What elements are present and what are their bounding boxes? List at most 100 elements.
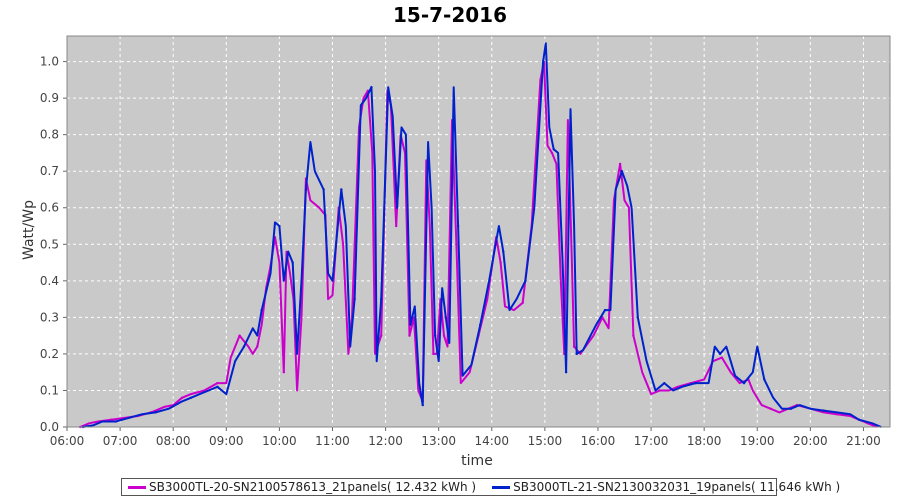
series-2-point	[603, 308, 607, 312]
series-1-point	[455, 243, 458, 246]
series-2-point	[114, 420, 117, 423]
series-2-point	[242, 345, 246, 348]
series-2-point	[421, 403, 424, 407]
series-2-point	[304, 188, 308, 191]
y-tick-label: 0.8	[40, 128, 59, 142]
x-axis-title: time	[461, 453, 493, 469]
chart-title: 15-7-2016	[393, 3, 507, 27]
x-tick-label: 07:00	[103, 434, 138, 448]
series-2-point	[564, 370, 568, 374]
legend-label-series-2: SB3000TL-21-SN2130032031_19panels( 11.64…	[513, 480, 841, 494]
x-tick-label: 14:00	[474, 434, 509, 448]
series-2-point	[291, 261, 294, 264]
series-line-2	[82, 42, 882, 428]
series-1-point	[618, 162, 622, 166]
series-1-point	[256, 345, 259, 348]
series-2-point	[322, 188, 325, 191]
series-2-point	[524, 279, 527, 283]
plot-border	[66, 35, 891, 428]
series-2-point	[409, 323, 412, 326]
series-1-point	[835, 413, 839, 416]
series-1-point	[499, 261, 502, 264]
y-tick-label: 0.5	[40, 237, 59, 251]
series-2-point	[620, 170, 624, 173]
series-2-point	[353, 297, 356, 301]
y-tick-label: 0.0	[40, 420, 59, 434]
series-2-point	[340, 188, 343, 191]
series-2-point	[456, 224, 460, 228]
x-tick-label: 16:00	[581, 434, 616, 448]
series-1-point	[432, 352, 435, 356]
y-tick-label: 1.0	[40, 55, 59, 69]
x-tick-label: 17:00	[634, 434, 669, 448]
series-2-point	[216, 385, 219, 389]
series-2-point	[278, 224, 281, 228]
y-tick-label: 0.6	[40, 201, 59, 215]
series-2-point	[718, 352, 722, 356]
legend-item-series-2: SB3000TL-21-SN2130032031_19panels( 11.64…	[492, 480, 840, 494]
y-tick-label: 0.7	[40, 164, 59, 178]
legend-item-series-1: SB3000TL-20-SN2100578613_21panels( 12.43…	[128, 480, 476, 494]
series-2-point	[763, 378, 766, 381]
x-tick-label: 06:00	[50, 434, 85, 448]
series-1-point	[180, 396, 184, 399]
x-tick-label: 18:00	[687, 434, 722, 448]
y-tick-label: 0.2	[40, 347, 59, 361]
legend-label-series-1: SB3000TL-20-SN2100578613_21panels( 12.43…	[149, 480, 477, 494]
x-tick-label: 09:00	[209, 434, 244, 448]
series-2-point	[857, 418, 861, 421]
y-tick-label: 0.9	[40, 91, 59, 105]
axes: 0.0 0.1 0.2 0.3 0.4 0.5 0.6 0.7 0.8 0.9 1.0 06:00 07…	[40, 35, 891, 448]
series-1-point	[282, 370, 286, 374]
series-1-point	[238, 334, 241, 337]
series-1-point	[632, 334, 635, 337]
series-2-point	[575, 352, 578, 356]
series-1-point	[658, 389, 662, 392]
series-1-point	[379, 334, 383, 337]
x-tick-label: 10:00	[262, 434, 297, 448]
x-tick-label: 19:00	[740, 434, 775, 448]
x-tick-label: 08:00	[156, 434, 191, 448]
series-1-point	[521, 301, 524, 304]
series-2-point	[189, 396, 193, 399]
series-2-point	[370, 85, 373, 89]
series-2-point	[822, 409, 825, 412]
series-2-point	[552, 148, 555, 151]
legend-swatch-series-2	[492, 485, 511, 489]
series-2-point	[444, 316, 447, 319]
series-1-point	[395, 224, 398, 228]
series-1-point	[720, 356, 724, 359]
y-tick-label: 0.3	[40, 310, 59, 324]
series-2-point	[479, 323, 482, 326]
series-2-point	[433, 334, 437, 337]
x-tick-label: 13:00	[421, 434, 456, 448]
series-1-point	[442, 334, 446, 337]
series-1-point	[408, 334, 411, 337]
x-tick-label: 20:00	[793, 434, 828, 448]
series-2-point	[636, 316, 639, 319]
x-tick-label: 21:00	[846, 434, 881, 448]
series-2-point	[663, 381, 666, 385]
series-1-point	[769, 407, 772, 410]
series-2-point	[789, 407, 793, 410]
series-1-point	[572, 345, 576, 348]
series-1-point	[216, 381, 219, 385]
series-1-point	[110, 418, 113, 421]
series-2-point	[541, 60, 545, 63]
x-tick-label: 11:00	[315, 434, 350, 448]
y-axis-title: Watt/Wp	[21, 200, 37, 260]
plot-area	[67, 36, 890, 427]
series-2-point	[154, 411, 157, 414]
series-layer	[79, 42, 882, 429]
series-2-point	[742, 381, 746, 385]
series-2-point	[260, 308, 263, 312]
legend: SB3000TL-20-SN2100578613_21panels( 12.43…	[121, 478, 840, 496]
series-1-point	[550, 151, 554, 155]
grid-lines	[66, 36, 890, 428]
y-tick-label: 0.1	[40, 383, 59, 397]
series-2-point	[379, 297, 383, 301]
series-2-point	[395, 206, 399, 209]
legend-swatch-series-1	[128, 485, 146, 489]
x-tick-label: 12:00	[368, 434, 403, 448]
